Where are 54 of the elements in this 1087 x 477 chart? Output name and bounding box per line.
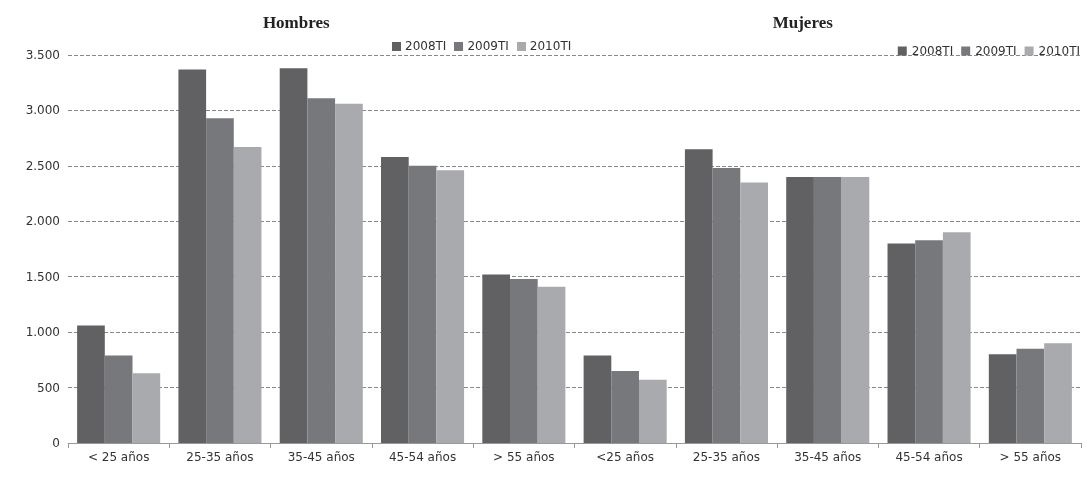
bar — [178, 69, 207, 443]
bar — [942, 232, 971, 443]
bar — [740, 182, 768, 443]
bar — [436, 170, 465, 443]
bar — [841, 176, 870, 443]
bar — [482, 274, 511, 443]
y-tick-label: 1.000 — [25, 325, 60, 340]
y-tick-label: 3.500 — [25, 48, 60, 62]
bar — [712, 168, 741, 443]
bar — [206, 118, 234, 443]
bar — [335, 103, 363, 443]
bar — [307, 98, 336, 443]
bar — [381, 156, 409, 443]
bar — [638, 379, 667, 443]
x-tick-label: < 25 años — [87, 450, 150, 464]
bar — [988, 354, 1017, 443]
x-tick-label: 25-35 años — [186, 450, 254, 464]
bar — [915, 240, 943, 443]
legend-label: 2009TI — [975, 44, 1017, 58]
bar — [1044, 343, 1072, 443]
bar — [233, 147, 262, 443]
bar — [1016, 348, 1045, 443]
bar — [510, 278, 538, 443]
x-tick-label: <25 años — [596, 450, 654, 464]
bar — [611, 370, 639, 443]
x-tick-label: 45-54 años — [895, 450, 963, 464]
legend-key: 2008TI 2009TI 2010TI — [392, 40, 572, 52]
legend-label: 2010TI — [1038, 44, 1081, 58]
bar — [887, 243, 916, 443]
text: Hombres — [262, 13, 330, 32]
x-tick-label: > 55 años — [493, 450, 555, 464]
bar — [813, 176, 842, 443]
bar — [537, 286, 566, 443]
bar — [408, 165, 437, 443]
bar — [786, 176, 814, 443]
bar — [684, 149, 713, 443]
x-tick-label: 45-54 años — [388, 450, 457, 464]
text: Mujeres — [772, 13, 834, 32]
bar — [583, 355, 612, 443]
bar — [77, 325, 105, 443]
legend-label: 2008TI — [911, 44, 954, 58]
y-tick-label: 3.000 — [25, 103, 60, 118]
y-tick-label: 2.500 — [25, 158, 60, 173]
y-tick-label: 2.000 — [25, 214, 60, 229]
x-tick-label: 35-45 años — [794, 450, 862, 464]
x-tick-label: > 55 años — [999, 450, 1062, 464]
bar — [279, 68, 308, 443]
bar — [132, 373, 161, 443]
y-tick-label: 0 — [52, 436, 60, 450]
x-tick-label: 35-45 años — [287, 450, 355, 464]
y-tick-label: 1.500 — [25, 269, 60, 284]
y-tick-label: 500 — [37, 380, 60, 395]
x-tick-label: 25-35 años — [692, 450, 761, 464]
bar — [104, 355, 133, 443]
